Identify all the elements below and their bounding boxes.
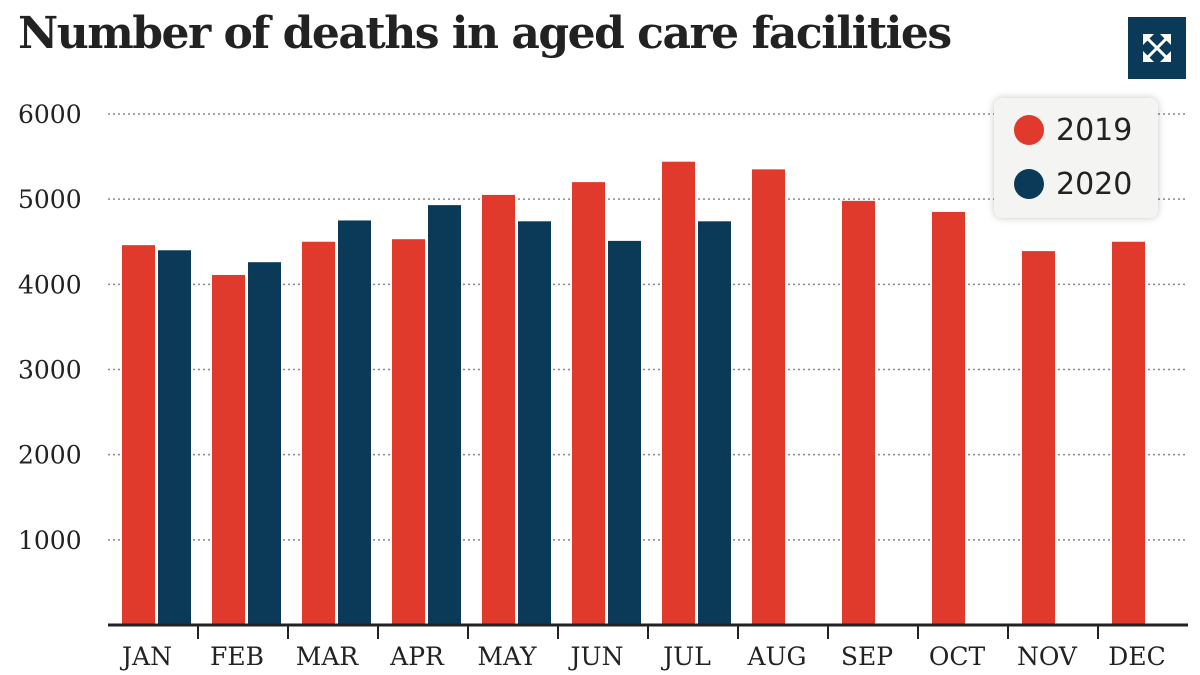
y-tick-label: 5000 xyxy=(18,185,82,214)
x-tick-label: JUL xyxy=(660,642,711,671)
legend-swatch-2020 xyxy=(1014,169,1044,199)
x-tick-label: MAY xyxy=(477,642,537,671)
bar-2019-aug xyxy=(752,169,785,625)
x-tick-label: MAR xyxy=(296,642,360,671)
bar-2020-feb xyxy=(248,262,281,625)
bar-2019-sep xyxy=(842,200,875,625)
bar-2020-mar xyxy=(338,220,371,626)
legend-swatch-2019 xyxy=(1014,115,1044,145)
bar-2019-nov xyxy=(1022,251,1055,625)
bar-2019-mar xyxy=(302,241,335,625)
legend-item-2020: 2020 xyxy=(1014,164,1132,204)
bar-2020-may xyxy=(518,221,551,625)
x-tick-label: NOV xyxy=(1017,642,1078,671)
x-tick-label: JAN xyxy=(119,642,172,671)
bar-2019-jul xyxy=(662,161,695,625)
x-tick-label: JUN xyxy=(568,642,624,671)
bar-2019-oct xyxy=(932,211,965,626)
legend-item-2019: 2019 xyxy=(1014,110,1132,150)
x-tick-label: APR xyxy=(389,642,445,671)
y-tick-label: 1000 xyxy=(18,526,82,555)
bar-2019-feb xyxy=(212,274,245,625)
chart-title: Number of deaths in aged care facilities xyxy=(18,8,952,59)
bar-2020-jul xyxy=(698,221,731,625)
bar-2020-jan xyxy=(158,250,191,625)
x-tick-label: FEB xyxy=(210,642,264,671)
y-tick-label: 6000 xyxy=(18,100,82,129)
expand-button[interactable] xyxy=(1128,17,1186,79)
bar-2019-may xyxy=(482,194,515,626)
y-tick-label: 4000 xyxy=(18,270,82,299)
y-tick-label: 3000 xyxy=(18,356,82,385)
bar-2019-dec xyxy=(1112,241,1145,625)
legend: 2019 2020 xyxy=(994,98,1158,218)
y-tick-label: 2000 xyxy=(18,441,82,470)
expand-arrows-icon xyxy=(1140,31,1174,65)
bar-2020-jun xyxy=(608,240,641,626)
bar-2019-jan xyxy=(122,245,155,625)
legend-label-2020: 2020 xyxy=(1056,166,1133,202)
x-tick-label: SEP xyxy=(841,642,893,671)
bar-2019-apr xyxy=(392,239,425,625)
x-tick-label: OCT xyxy=(929,642,986,671)
bar-2019-jun xyxy=(572,182,605,625)
x-tick-label: AUG xyxy=(746,642,806,671)
legend-label-2019: 2019 xyxy=(1056,112,1133,148)
x-tick-label: DEC xyxy=(1108,642,1165,671)
bar-2020-apr xyxy=(428,205,461,625)
